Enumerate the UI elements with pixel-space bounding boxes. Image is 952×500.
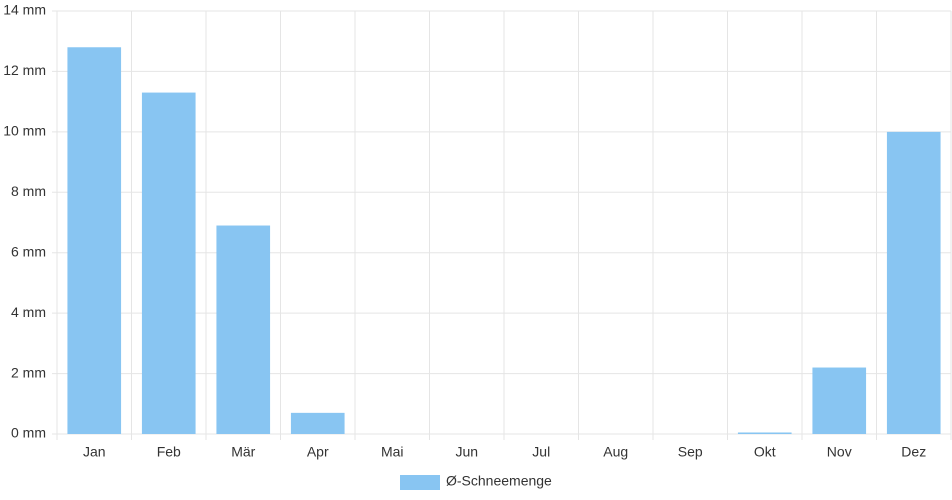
y-tick-label: 6 mm <box>11 243 46 259</box>
bar <box>67 47 122 434</box>
x-tick-label: Dez <box>901 444 926 460</box>
bar <box>737 432 792 434</box>
x-tick-label: Jun <box>455 444 478 460</box>
x-tick-label: Feb <box>157 444 181 460</box>
x-tick-label: Aug <box>603 444 628 460</box>
x-tick-label: Jul <box>532 444 550 460</box>
x-tick-label: Sep <box>678 444 703 460</box>
x-tick-label: Apr <box>307 444 329 460</box>
bar <box>141 92 196 434</box>
y-tick-label: 14 mm <box>3 2 46 18</box>
y-tick-label: 12 mm <box>3 62 46 78</box>
y-tick-label: 2 mm <box>11 364 46 380</box>
y-tick-label: 4 mm <box>11 304 46 320</box>
x-tick-label: Mär <box>231 444 255 460</box>
x-tick-label: Nov <box>827 444 852 460</box>
x-tick-label: Mai <box>381 444 404 460</box>
x-tick-label: Jan <box>83 444 106 460</box>
x-tick-label: Okt <box>754 444 776 460</box>
y-tick-label: 8 mm <box>11 183 46 199</box>
bar <box>290 412 345 434</box>
bar <box>812 367 867 434</box>
bar <box>886 131 941 434</box>
y-tick-label: 0 mm <box>11 425 46 441</box>
legend-label: Ø-Schneemenge <box>446 473 552 489</box>
bar <box>216 225 271 434</box>
legend-swatch <box>400 475 440 490</box>
y-tick-label: 10 mm <box>3 123 46 139</box>
